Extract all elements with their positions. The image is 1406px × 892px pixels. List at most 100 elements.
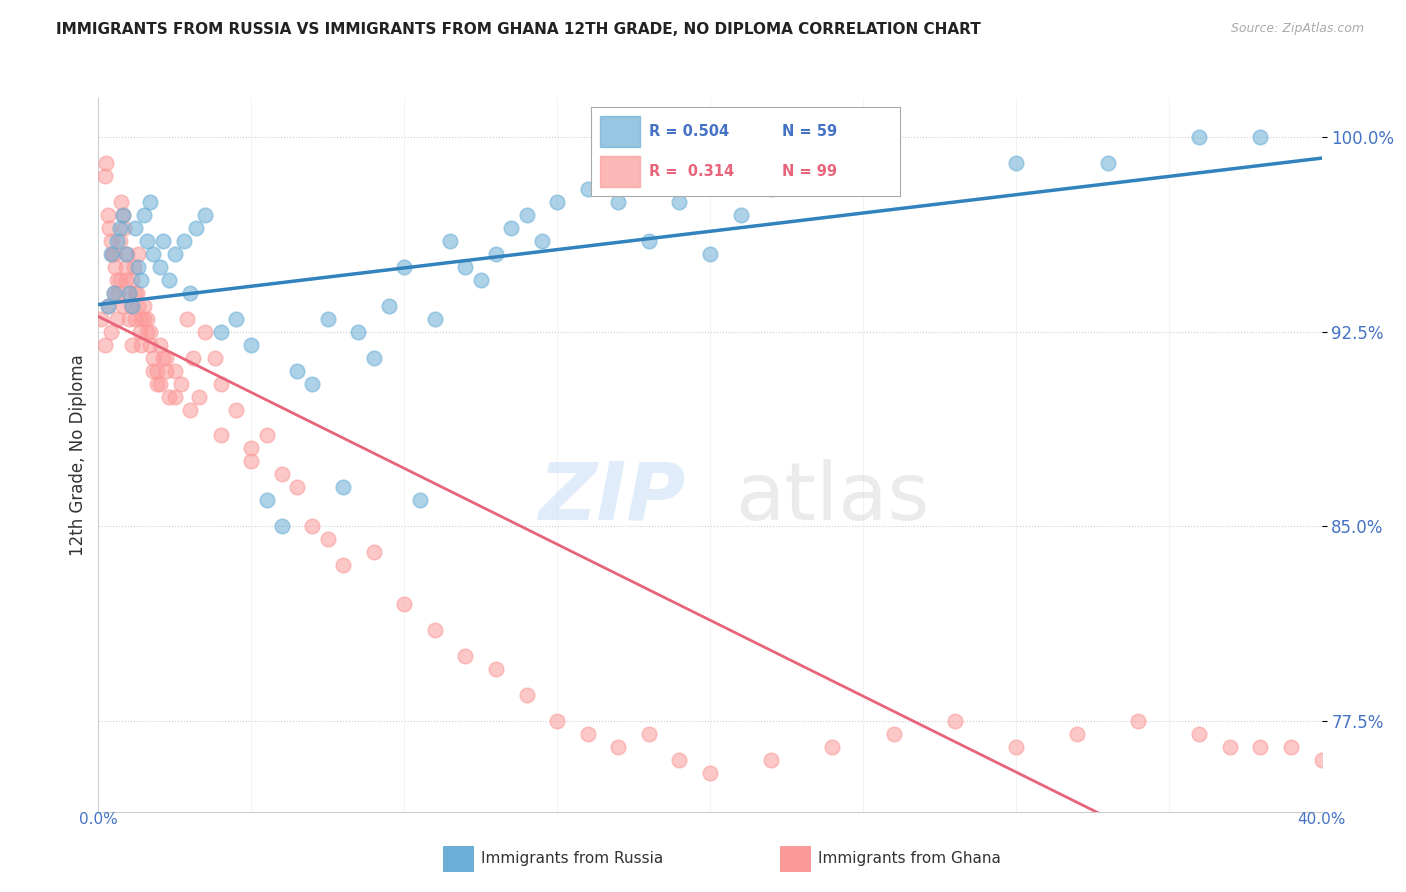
Point	[139, 194, 162, 209]
Point	[112, 220, 135, 235]
Point	[149, 337, 172, 351]
Point	[142, 247, 165, 261]
Point	[699, 247, 721, 261]
Point	[124, 311, 146, 326]
Point	[209, 376, 232, 391]
Point	[127, 247, 149, 261]
Bar	[600, 116, 640, 147]
Point	[1219, 739, 1241, 754]
Point	[111, 299, 134, 313]
Point	[546, 194, 568, 209]
Point	[730, 208, 752, 222]
Point	[105, 273, 128, 287]
Point	[439, 234, 461, 248]
Point	[1128, 714, 1150, 728]
Point	[363, 351, 385, 365]
Point	[100, 234, 122, 248]
Point	[423, 311, 446, 326]
Point	[157, 390, 180, 404]
Point	[607, 194, 630, 209]
Point	[136, 311, 159, 326]
Point	[699, 765, 721, 780]
Point	[108, 234, 131, 248]
Point	[103, 285, 125, 300]
Point	[101, 247, 124, 261]
Point	[127, 260, 149, 274]
Point	[152, 351, 174, 365]
Point	[637, 727, 661, 741]
Point	[118, 285, 141, 300]
Text: IMMIGRANTS FROM RUSSIA VS IMMIGRANTS FROM GHANA 12TH GRADE, NO DIPLOMA CORRELATI: IMMIGRANTS FROM RUSSIA VS IMMIGRANTS FRO…	[56, 22, 981, 37]
Point	[103, 247, 125, 261]
Point	[155, 363, 177, 377]
Point	[121, 337, 143, 351]
Point	[332, 558, 354, 573]
Point	[1004, 739, 1026, 754]
Point	[209, 428, 232, 442]
Point	[204, 351, 226, 365]
Point	[285, 363, 308, 377]
Point	[163, 390, 186, 404]
Point	[761, 753, 783, 767]
Text: 40.0%: 40.0%	[1298, 812, 1346, 827]
Point	[157, 273, 180, 287]
Point	[285, 480, 308, 494]
Point	[668, 753, 690, 767]
Point	[173, 234, 195, 248]
Point	[470, 273, 492, 287]
Point	[176, 311, 198, 326]
Point	[111, 208, 134, 222]
Point	[129, 273, 152, 287]
Point	[1250, 130, 1272, 145]
Point	[516, 208, 538, 222]
Point	[90, 311, 112, 326]
Point	[97, 299, 120, 313]
Point	[105, 311, 128, 326]
Point	[501, 220, 523, 235]
Point	[115, 260, 138, 274]
Point	[93, 169, 115, 183]
Text: N = 59: N = 59	[782, 124, 838, 139]
Point	[256, 493, 278, 508]
Point	[145, 363, 167, 377]
Point	[576, 182, 599, 196]
Point	[149, 376, 172, 391]
Point	[392, 260, 416, 274]
Point	[546, 714, 568, 728]
Point	[1250, 739, 1272, 754]
Point	[1097, 156, 1119, 170]
Text: Source: ZipAtlas.com: Source: ZipAtlas.com	[1230, 22, 1364, 36]
Text: ZIP: ZIP	[538, 458, 686, 537]
Point	[118, 285, 141, 300]
Text: Immigrants from Ghana: Immigrants from Ghana	[818, 852, 1001, 866]
Point	[127, 299, 149, 313]
Text: 0.0%: 0.0%	[79, 812, 118, 827]
Point	[363, 545, 385, 559]
Point	[120, 299, 142, 313]
Point	[163, 363, 186, 377]
Point	[121, 299, 143, 313]
Point	[134, 311, 156, 326]
Point	[454, 648, 477, 663]
Point	[485, 662, 508, 676]
Point	[93, 337, 115, 351]
Point	[1004, 156, 1026, 170]
Point	[163, 247, 186, 261]
Point	[332, 480, 354, 494]
Point	[347, 325, 370, 339]
Point	[883, 727, 905, 741]
Point	[194, 325, 217, 339]
Point	[104, 260, 127, 274]
Point	[179, 402, 201, 417]
Point	[270, 519, 294, 533]
Point	[240, 454, 263, 468]
Point	[1188, 130, 1211, 145]
Point	[316, 311, 339, 326]
Point	[124, 220, 146, 235]
Point	[129, 311, 152, 326]
Point	[118, 311, 141, 326]
Point	[139, 337, 162, 351]
Point	[125, 285, 148, 300]
Point	[186, 220, 208, 235]
Point	[943, 714, 966, 728]
